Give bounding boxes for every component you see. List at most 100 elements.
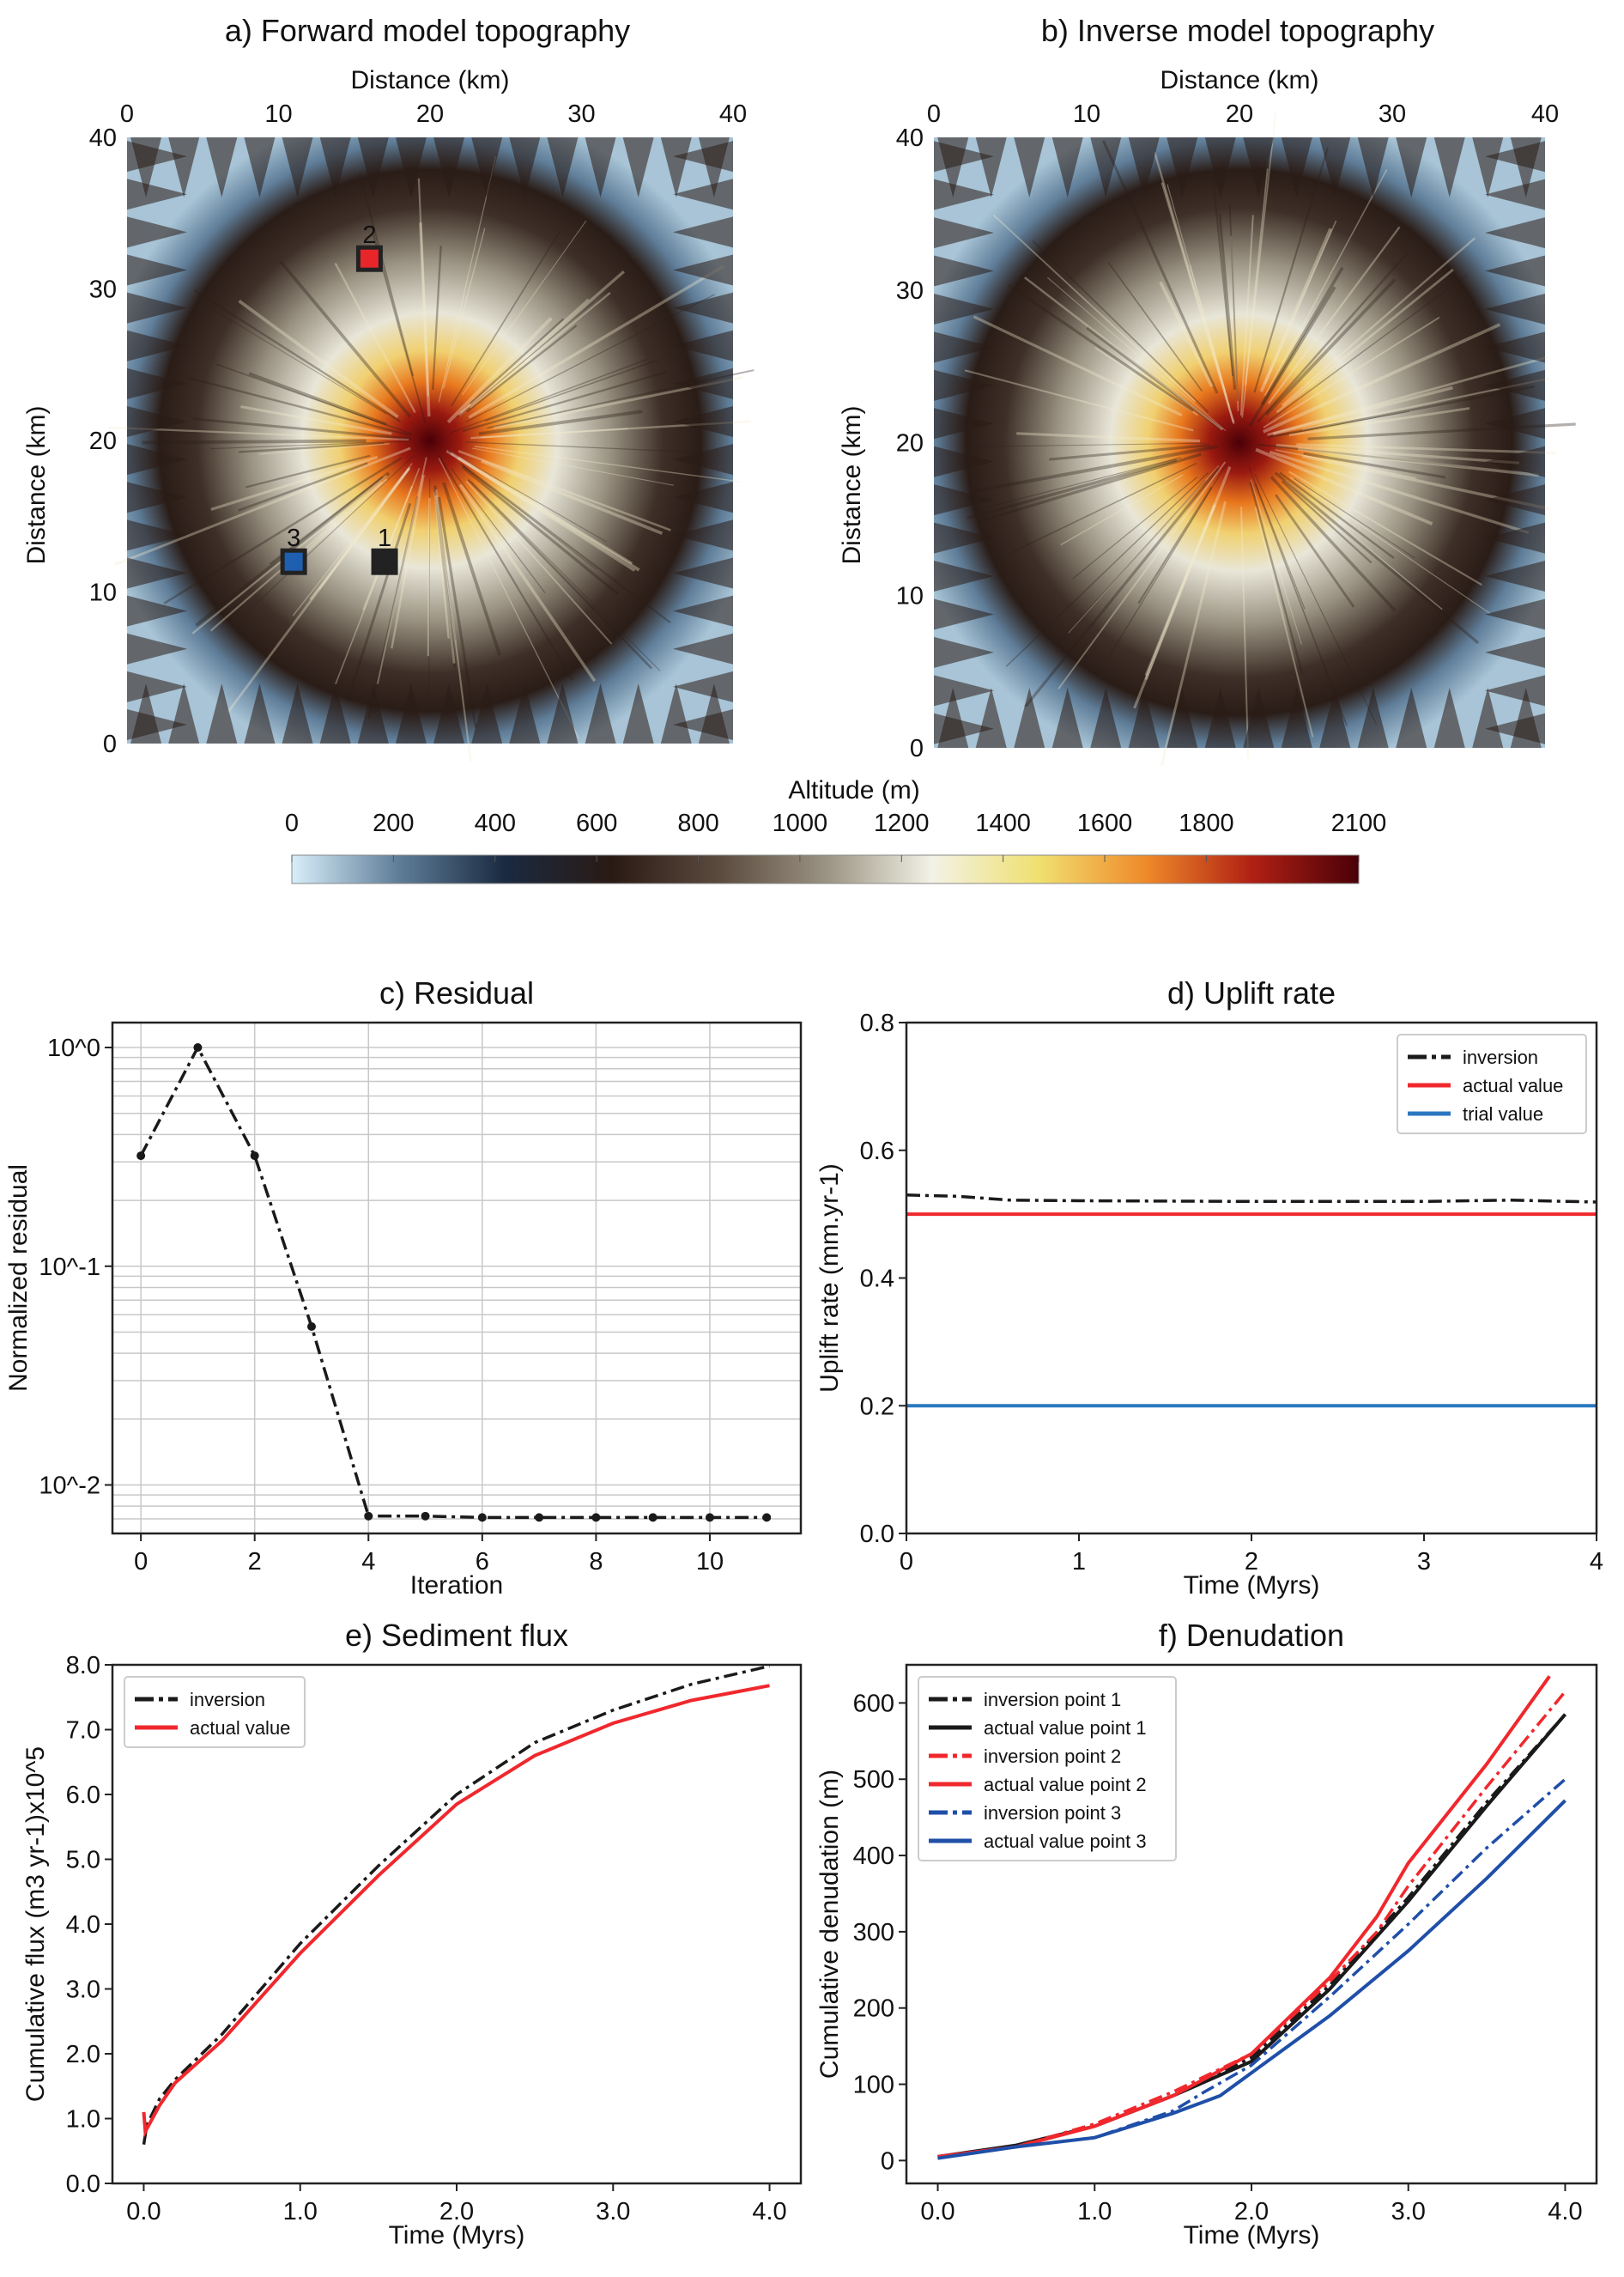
valley bbox=[673, 292, 733, 324]
y-tick-label: 10^0 bbox=[47, 1035, 100, 1062]
valley bbox=[282, 137, 313, 197]
drainage-streak bbox=[1228, 204, 1239, 401]
drainage-streak bbox=[457, 456, 640, 572]
valley bbox=[433, 683, 465, 744]
valley bbox=[206, 137, 238, 197]
y-axis-label: Uplift rate (mm.yr-1) bbox=[815, 1163, 844, 1393]
valley bbox=[127, 141, 187, 173]
valley bbox=[1510, 137, 1542, 197]
drainage-streak bbox=[469, 291, 611, 409]
valley bbox=[934, 598, 994, 630]
drainage-streak bbox=[186, 376, 411, 437]
valley bbox=[1051, 688, 1083, 748]
drainage-streak bbox=[1218, 213, 1237, 391]
valley bbox=[1204, 137, 1236, 197]
valley bbox=[660, 683, 692, 744]
map-a-ylabel: Distance (km) bbox=[22, 405, 51, 564]
drainage-streak bbox=[1154, 152, 1235, 424]
drainage-streak bbox=[1248, 466, 1306, 610]
drainage-streak bbox=[1270, 476, 1397, 612]
colorbar-tick-label: 800 bbox=[677, 810, 718, 837]
valley bbox=[319, 137, 351, 197]
drainage-streak bbox=[1005, 471, 1209, 667]
valley bbox=[1396, 137, 1427, 197]
drainage-streak bbox=[973, 315, 1183, 417]
y-tick-label: 0.2 bbox=[860, 1393, 894, 1420]
drainage-streak bbox=[346, 502, 412, 702]
drainage-streak bbox=[446, 317, 553, 424]
valley bbox=[509, 137, 541, 197]
valley bbox=[934, 369, 994, 401]
valley bbox=[673, 179, 733, 210]
legend-label: actual value point 2 bbox=[984, 1774, 1147, 1795]
x-axis-label: Time (Myrs) bbox=[1184, 2221, 1320, 2250]
valley bbox=[1204, 688, 1236, 748]
plot-frame bbox=[111, 1663, 803, 2185]
drainage-streak bbox=[240, 405, 392, 435]
x-tick-label: 1 bbox=[1072, 1548, 1086, 1576]
x-tick-label: 4.0 bbox=[1548, 2198, 1582, 2225]
map-ytick-label: 10 bbox=[89, 580, 117, 607]
valley bbox=[934, 179, 994, 210]
colorbar-label: Altitude (m) bbox=[788, 776, 919, 805]
drainage-streak bbox=[1240, 507, 1250, 759]
drainage-streak bbox=[238, 462, 368, 512]
valley bbox=[127, 367, 187, 399]
valley bbox=[934, 713, 994, 744]
y-tick-label: 2.0 bbox=[66, 2041, 100, 2068]
drainage-streak bbox=[478, 410, 643, 436]
x-axis-label: Iteration bbox=[410, 1571, 503, 1600]
valley bbox=[673, 671, 733, 702]
drainage-streak bbox=[1061, 479, 1207, 641]
valley bbox=[1485, 217, 1545, 249]
drainage-streak bbox=[215, 363, 414, 435]
map-ytick-label: 20 bbox=[896, 430, 924, 458]
y-tick-label: 1.0 bbox=[66, 2106, 100, 2134]
valley bbox=[585, 137, 616, 197]
drainage-streak bbox=[461, 465, 620, 596]
valley bbox=[1433, 688, 1465, 748]
drainage-streak bbox=[972, 445, 1218, 494]
drainage-streak bbox=[967, 458, 1178, 520]
sample-point-label: 1 bbox=[378, 525, 391, 552]
valley bbox=[357, 683, 389, 744]
drainage-streak bbox=[474, 446, 742, 483]
map-xtick-label: 20 bbox=[1226, 100, 1253, 128]
valley bbox=[1485, 522, 1545, 554]
drainage-streak bbox=[438, 155, 497, 403]
drainage-streak bbox=[470, 481, 661, 671]
drainage-streak bbox=[1189, 264, 1231, 408]
data-point bbox=[648, 1513, 657, 1522]
valley bbox=[673, 367, 733, 399]
drainage-streak bbox=[1250, 479, 1302, 645]
drainage-streak bbox=[438, 454, 574, 681]
valley bbox=[673, 405, 733, 437]
map-ytick-label: 20 bbox=[89, 428, 117, 455]
drainage-streak bbox=[979, 452, 1202, 523]
valley bbox=[673, 216, 733, 248]
drainage-streak bbox=[1263, 323, 1501, 434]
drainage-streak bbox=[1239, 215, 1254, 416]
map-b-xlabel: Distance (km) bbox=[1160, 66, 1318, 94]
valley bbox=[1485, 675, 1545, 707]
x-tick-label: 2.0 bbox=[439, 2198, 474, 2225]
x-tick-label: 1.0 bbox=[283, 2198, 318, 2225]
valley bbox=[673, 254, 733, 286]
valley bbox=[1472, 137, 1504, 197]
drainage-streak bbox=[1049, 444, 1209, 461]
map-b-ylabel: Distance (km) bbox=[838, 405, 866, 564]
drainage-streak bbox=[433, 485, 457, 668]
drainage-streak bbox=[1024, 276, 1224, 431]
drainage-streak bbox=[471, 447, 674, 486]
valley bbox=[934, 484, 994, 516]
drainage-streak bbox=[1276, 268, 1454, 414]
valley bbox=[168, 683, 200, 744]
drainage-streak bbox=[1086, 326, 1221, 430]
valley bbox=[1166, 137, 1198, 197]
map-xtick-label: 30 bbox=[1379, 100, 1406, 128]
x-tick-label: 4 bbox=[1590, 1548, 1603, 1576]
valley bbox=[673, 519, 733, 551]
legend-label: inversion point 2 bbox=[984, 1746, 1121, 1767]
valley bbox=[127, 330, 187, 361]
